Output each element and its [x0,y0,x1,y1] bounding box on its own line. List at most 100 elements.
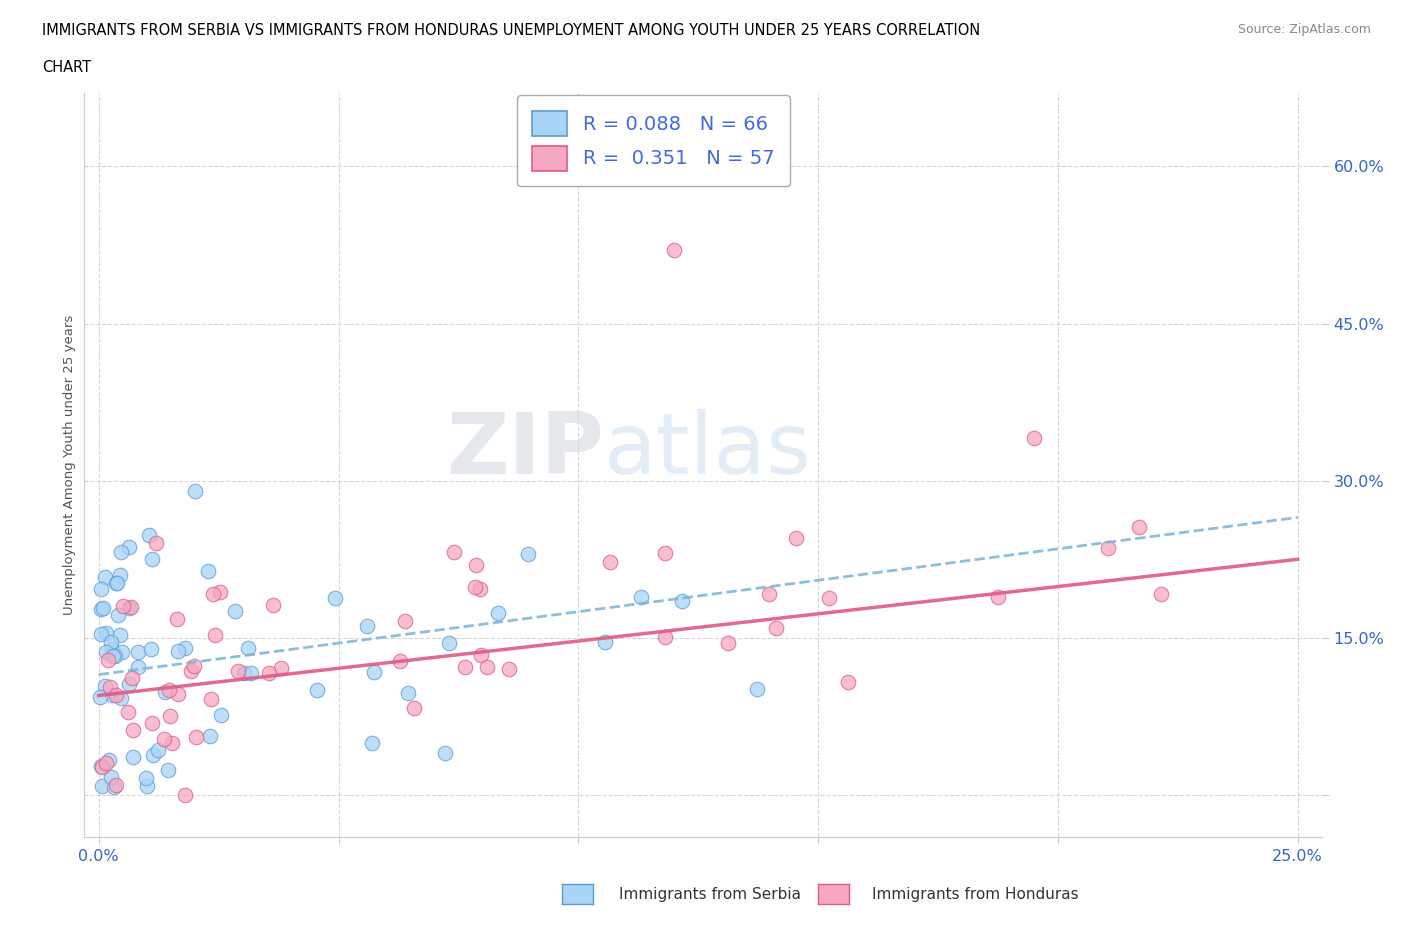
Point [104,688,127,703]
Point [394,614,416,629]
Point [765,620,787,635]
Point [745,682,768,697]
Point [91,601,114,616]
Point [121,750,143,764]
Point [89,690,111,705]
Point [117,705,139,720]
Point [121,671,143,685]
Point [486,606,509,621]
Text: ZIP: ZIP [446,408,605,492]
Point [184,729,207,744]
Point [98,752,121,767]
Point [91,778,114,793]
Point [654,546,676,561]
Point [118,540,141,555]
Point [758,587,780,602]
Point [94,644,117,659]
Point [305,683,328,698]
Point [105,777,128,792]
Point [671,593,693,608]
Point [785,531,807,546]
Point [200,692,222,707]
Point [443,545,465,560]
Point [101,642,124,657]
Point [198,729,221,744]
Point [270,660,292,675]
Point [630,590,652,604]
Point [122,723,145,737]
Point [141,716,163,731]
Point [437,636,460,651]
Point [90,627,112,642]
Point [1024,431,1046,445]
Point [166,686,188,701]
Point [323,591,346,605]
Point [110,545,132,560]
Text: atlas: atlas [605,408,813,492]
Point [465,557,488,572]
Point [389,653,412,668]
Point [104,648,127,663]
Point [105,575,128,590]
Point [157,763,180,777]
Point [180,664,202,679]
Point [98,680,121,695]
Point [593,634,616,649]
Point [127,660,149,675]
Point [111,644,134,659]
Point [201,587,224,602]
Point [166,644,188,658]
Point [96,626,118,641]
Point [1150,586,1173,601]
Point [111,598,134,613]
Point [209,707,232,722]
Point [110,628,132,643]
Point [1128,520,1150,535]
Point [94,679,117,694]
Point [141,551,163,566]
Point [136,778,159,793]
Point [153,731,176,746]
Point [197,564,219,578]
Point [837,674,859,689]
Point [498,662,520,677]
Point [817,591,839,605]
Text: Immigrants from Honduras: Immigrants from Honduras [872,887,1078,902]
Point [93,569,115,584]
Point [97,652,120,667]
Point [118,676,141,691]
Point [433,746,456,761]
Point [138,527,160,542]
Point [159,709,181,724]
Point [117,601,139,616]
Point [141,748,163,763]
Point [226,663,249,678]
Point [599,554,621,569]
Point [404,700,426,715]
Point [664,243,686,258]
Point [654,630,676,644]
Point [454,660,477,675]
Point [100,769,122,784]
Point [90,581,112,596]
Point [108,567,131,582]
Point [141,642,163,657]
Point [396,685,419,700]
Point [90,602,112,617]
Point [184,484,207,498]
Point [468,582,491,597]
Point [148,743,170,758]
Point [464,579,486,594]
Point [470,648,492,663]
Point [90,759,112,774]
Legend: R = 0.088   N = 66, R =  0.351   N = 57: R = 0.088 N = 66, R = 0.351 N = 57 [517,95,790,186]
Point [103,779,125,794]
Point [516,547,538,562]
Point [110,690,132,705]
Point [145,536,167,551]
Point [363,665,385,680]
Point [204,628,226,643]
Point [717,635,740,650]
Text: CHART: CHART [42,60,91,75]
Text: IMMIGRANTS FROM SERBIA VS IMMIGRANTS FROM HONDURAS UNEMPLOYMENT AMONG YOUTH UNDE: IMMIGRANTS FROM SERBIA VS IMMIGRANTS FRO… [42,23,980,38]
